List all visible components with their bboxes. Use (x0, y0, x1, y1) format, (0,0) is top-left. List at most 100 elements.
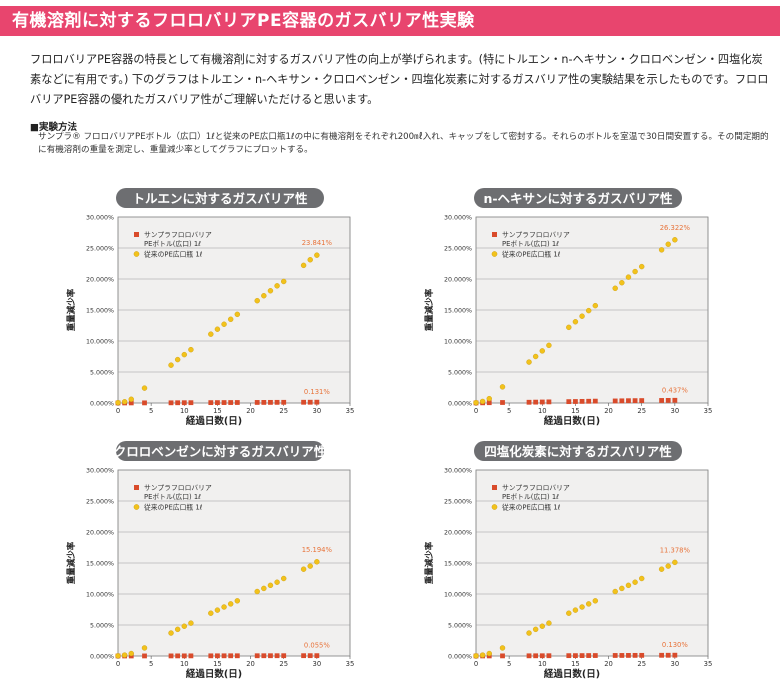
y-tick-label: 30.000% (86, 468, 114, 475)
y-tick-label: 10.000% (86, 592, 114, 599)
y-tick-label: 30.000% (444, 468, 472, 475)
data-point-conventional (128, 650, 134, 657)
data-label-end-value: 0.055% (304, 642, 330, 650)
y-tick-label: 15.000% (86, 308, 114, 315)
data-point-fluorobarrier (665, 397, 671, 403)
data-point-conventional (539, 348, 545, 354)
data-point-fluorobarrier (566, 399, 572, 405)
data-point-fluorobarrier (188, 400, 194, 406)
y-tick-label: 0.000% (90, 401, 114, 408)
data-point-fluorobarrier (307, 399, 313, 405)
data-point-conventional (658, 566, 665, 572)
x-tick-label: 0 (474, 407, 478, 415)
x-tick-label: 25 (637, 407, 646, 415)
y-tick-label: 15.000% (444, 561, 472, 568)
y-tick-label: 10.000% (86, 339, 114, 346)
data-point-conventional (300, 262, 307, 269)
x-tick-label: 10 (538, 407, 547, 415)
data-point-fluorobarrier (274, 653, 280, 659)
data-point-fluorobarrier (533, 653, 539, 659)
data-label-end-value: 26.322% (660, 224, 691, 232)
data-point-conventional (619, 280, 625, 286)
y-tick-label: 25.000% (444, 246, 472, 253)
data-point-conventional (625, 274, 632, 280)
data-point-conventional (141, 645, 148, 651)
data-point-fluorobarrier (626, 398, 631, 404)
data-point-fluorobarrier (486, 400, 492, 406)
data-point-fluorobarrier (612, 398, 618, 404)
y-axis-label: 重量減少率 (66, 541, 77, 584)
y-tick-label: 25.000% (86, 499, 114, 506)
x-tick-label: 35 (346, 660, 355, 668)
data-point-conventional (221, 321, 227, 327)
x-tick-label: 10 (180, 660, 189, 668)
data-point-fluorobarrier (314, 399, 320, 405)
x-tick-label: 20 (604, 407, 613, 415)
data-point-conventional (479, 398, 486, 405)
y-tick-label: 20.000% (444, 530, 472, 537)
legend-marker-fluorobarrier (492, 485, 497, 490)
y-tick-label: 30.000% (444, 215, 472, 222)
data-point-fluorobarrier (612, 653, 618, 658)
data-point-conventional (214, 326, 221, 332)
y-tick-label: 5.000% (90, 623, 114, 630)
data-point-fluorobarrier (566, 653, 572, 659)
data-point-conventional (227, 316, 234, 323)
data-point-conventional (572, 607, 579, 613)
chart-n-hexane: n-ヘキサンに対するガスバリア性 0.000% 5.000% 10.000% 15.00… (424, 188, 712, 427)
x-tick-label: 35 (704, 660, 713, 668)
chart-title: トルエンに対するガスバリア性 (132, 191, 308, 206)
data-point-fluorobarrier (546, 653, 552, 659)
data-point-conventional (499, 645, 506, 651)
data-point-conventional (234, 311, 241, 318)
y-tick-label: 10.000% (444, 592, 472, 599)
data-point-conventional (115, 653, 121, 659)
data-point-conventional (499, 384, 506, 390)
y-tick-label: 0.000% (448, 654, 472, 661)
x-tick-label: 15 (571, 407, 580, 415)
x-tick-label: 30 (671, 660, 680, 668)
y-axis-label: 重量減少率 (424, 541, 435, 584)
data-point-fluorobarrier (632, 652, 638, 658)
data-point-conventional (261, 585, 267, 592)
data-point-fluorobarrier (228, 653, 234, 659)
legend-label: サンプラフロロバリア (144, 484, 212, 492)
chart-toluene: トルエンに対するガスバリア性 0.000% 5.000% 10.000% 15.000%… (66, 188, 354, 427)
data-point-conventional (532, 353, 539, 360)
data-point-conventional (526, 359, 532, 365)
data-point-conventional (254, 588, 260, 595)
data-point-conventional (174, 626, 181, 633)
data-point-conventional (672, 559, 678, 566)
data-point-conventional (174, 356, 181, 363)
data-point-fluorobarrier (314, 653, 320, 659)
data-point-conventional (208, 610, 214, 616)
data-point-fluorobarrier (228, 400, 234, 405)
data-point-conventional (585, 307, 592, 314)
data-point-fluorobarrier (586, 653, 592, 658)
data-point-fluorobarrier (659, 398, 664, 403)
x-tick-label: 0 (474, 660, 478, 668)
y-tick-label: 0.000% (448, 401, 472, 408)
data-point-fluorobarrier (175, 400, 181, 406)
data-point-fluorobarrier (221, 653, 227, 659)
data-point-conventional (314, 559, 320, 565)
legend-marker-fluorobarrier (134, 232, 139, 237)
intro-paragraph: フロロバリアPE容器の特長として有機溶剤に対するガスバリア性の向上が挙げられます… (30, 53, 769, 106)
method-body: サンプラ® フロロバリアPEボトル（広口）1ℓと従来のPE広口瓶1ℓの中に有機溶… (38, 132, 769, 155)
data-point-conventional (221, 604, 227, 610)
data-point-fluorobarrier (672, 397, 678, 403)
legend-marker-conventional (491, 504, 498, 510)
chart-title: クロロベンゼンに対するガスバリア性 (114, 444, 327, 459)
data-point-conventional (665, 563, 671, 569)
data-label-end-value: 0.437% (662, 386, 688, 394)
legend-label: PEボトル(広口) 1ℓ (144, 492, 201, 501)
data-point-fluorobarrier (268, 653, 273, 659)
data-point-conventional (300, 566, 307, 572)
data-point-conventional (267, 582, 274, 589)
data-point-conventional (473, 399, 479, 406)
legend-marker-fluorobarrier (492, 232, 497, 237)
legend-label: サンプラフロロバリア (502, 231, 570, 239)
data-point-fluorobarrier (181, 400, 187, 406)
x-tick-label: 5 (149, 660, 153, 668)
x-tick-label: 20 (246, 407, 255, 415)
